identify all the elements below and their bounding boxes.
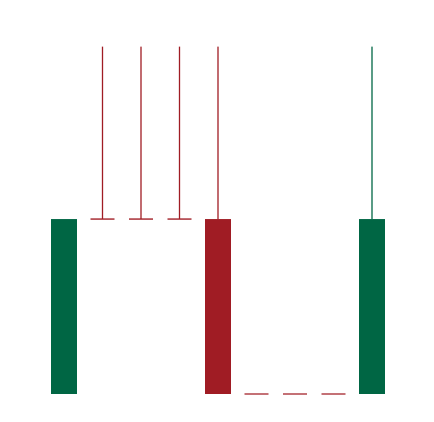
candle-9 (359, 46, 385, 394)
candle-1-body (51, 219, 77, 394)
candle-2 (90, 46, 115, 220)
candle-5-body (205, 219, 231, 394)
candle-1 (51, 219, 77, 394)
candle-4 (167, 46, 192, 220)
candle-3 (129, 46, 153, 220)
candle-9-body (359, 219, 385, 394)
candle-5 (205, 46, 231, 394)
